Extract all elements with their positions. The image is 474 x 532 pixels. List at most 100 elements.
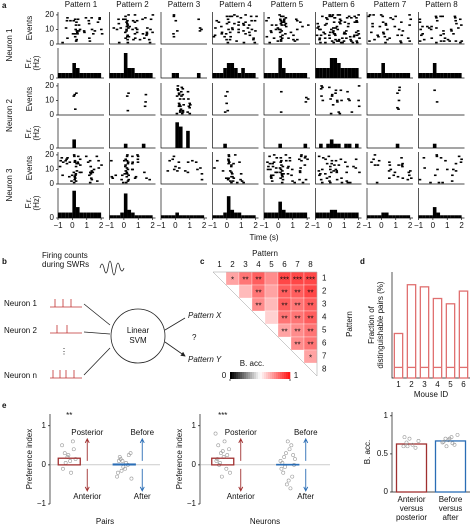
raster-event xyxy=(125,21,128,23)
raster-event xyxy=(228,31,232,34)
raster-event xyxy=(459,41,462,44)
y-axis-title: Preference index xyxy=(25,429,34,489)
raster-event xyxy=(244,33,247,35)
y-tick-label: −1 xyxy=(187,499,197,508)
raster-event xyxy=(125,171,129,174)
raster-event xyxy=(145,34,148,37)
raster-event xyxy=(126,161,130,163)
raster-event xyxy=(117,41,121,44)
col-label: 3 xyxy=(243,260,248,269)
fr-bar xyxy=(113,73,117,78)
colorbar-step xyxy=(246,372,249,379)
raster-event xyxy=(406,37,410,39)
raster-event xyxy=(215,159,219,162)
fr-bar xyxy=(337,63,341,78)
raster-event xyxy=(226,18,230,21)
raster-event xyxy=(96,21,100,23)
output: Pattern Y xyxy=(188,355,222,364)
raster-event xyxy=(282,173,285,175)
raster-event xyxy=(327,155,331,158)
raster-event xyxy=(435,101,439,103)
raster-event xyxy=(306,158,309,161)
raster-event xyxy=(168,159,171,162)
raster-event xyxy=(134,175,138,178)
point xyxy=(116,459,121,463)
raster-event xyxy=(90,178,94,181)
raster-event xyxy=(227,28,230,31)
raster-event xyxy=(281,175,284,178)
raster-event xyxy=(345,37,348,39)
raster-event xyxy=(176,85,180,87)
significance: * xyxy=(309,354,312,363)
raster-event xyxy=(149,28,152,31)
point xyxy=(401,444,406,449)
raster-event xyxy=(293,181,297,184)
raster-event xyxy=(224,33,228,35)
axis-lines xyxy=(57,83,104,149)
point xyxy=(121,464,126,469)
raster-event xyxy=(333,164,336,166)
raster-event xyxy=(227,162,230,165)
raster-event xyxy=(398,86,401,89)
fr-bar xyxy=(61,73,66,78)
point xyxy=(128,451,133,456)
raster-event xyxy=(135,31,139,34)
raster-event xyxy=(148,178,151,181)
raster-event xyxy=(228,170,232,172)
raster-event xyxy=(377,159,381,162)
raster-event xyxy=(400,157,403,159)
raster-event xyxy=(127,14,130,16)
raster-event xyxy=(125,159,129,162)
raster-event xyxy=(343,21,347,23)
raster-event xyxy=(281,178,285,181)
raster-event xyxy=(73,93,77,96)
raster-event xyxy=(384,22,388,25)
x-tick-label: −1 xyxy=(259,221,269,230)
raster-event xyxy=(435,17,438,19)
raster-event xyxy=(284,17,288,19)
x-axis-title: Pairs xyxy=(96,517,114,526)
raster-event xyxy=(66,157,69,159)
fr-bar xyxy=(344,143,348,148)
raster-event xyxy=(454,162,458,165)
raster-event xyxy=(429,181,432,184)
raster-event xyxy=(324,158,327,161)
raster-event xyxy=(335,40,339,42)
point xyxy=(61,466,65,471)
raster-event xyxy=(117,22,121,25)
raster-event xyxy=(177,167,181,169)
raster-event xyxy=(452,33,455,35)
fr-bar xyxy=(292,73,297,78)
col-label: 7 xyxy=(295,260,300,269)
fr-bar xyxy=(374,73,378,78)
raster-event xyxy=(426,25,429,28)
raster-event xyxy=(420,34,423,37)
raster-event xyxy=(80,171,83,174)
raster-event xyxy=(397,28,401,31)
point xyxy=(117,455,122,459)
raster-event xyxy=(73,155,76,158)
fr-bar xyxy=(116,73,121,78)
colorbar-step xyxy=(248,372,251,379)
fr-bar xyxy=(432,143,437,148)
point xyxy=(413,445,418,450)
fr-bar xyxy=(223,212,227,218)
raster-event xyxy=(323,24,327,26)
raster-event xyxy=(76,155,80,158)
colorbar-step xyxy=(274,372,277,379)
raster-event xyxy=(75,38,78,41)
raster-event xyxy=(226,41,230,44)
fr-label: F.r. xyxy=(24,128,33,139)
raster-event xyxy=(74,40,78,42)
col-label: 8 xyxy=(308,260,313,269)
raster-event xyxy=(330,159,334,162)
raster-event xyxy=(328,37,332,39)
raster-event xyxy=(187,98,190,100)
row-label: 6 xyxy=(322,339,327,348)
raster-event xyxy=(379,14,383,16)
fr-bar xyxy=(244,215,249,218)
raster-event xyxy=(76,33,79,35)
raster-event xyxy=(83,31,86,34)
raster-event xyxy=(401,30,405,32)
raster-event xyxy=(271,174,275,177)
